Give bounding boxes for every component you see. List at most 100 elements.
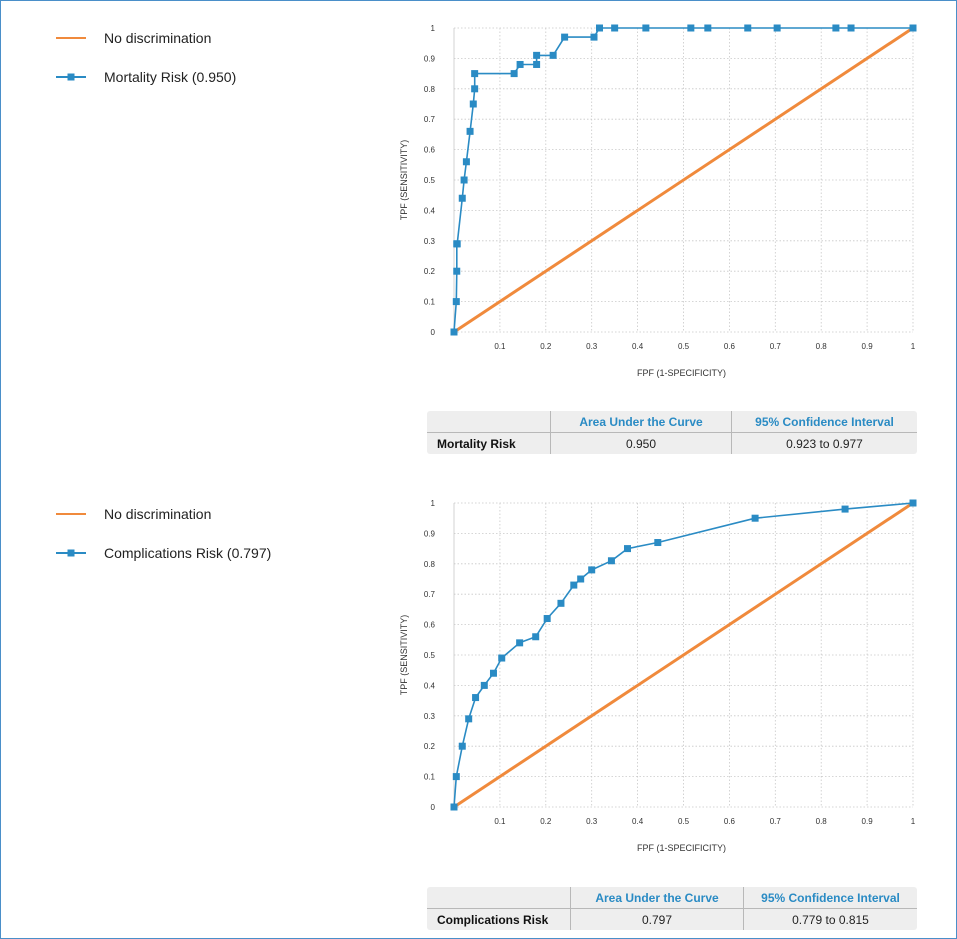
auc-value: 0.797 (570, 908, 744, 930)
legend-label: No discrimination (104, 30, 212, 46)
data-point (543, 615, 551, 623)
legend-label: No discrimination (104, 506, 212, 522)
x-tick-label: 0.7 (770, 342, 782, 351)
x-tick-label: 0.5 (678, 817, 690, 826)
data-point (489, 669, 497, 677)
data-point (832, 24, 840, 32)
data-point (462, 158, 470, 166)
series-line (453, 26, 914, 334)
y-axis-title: TPF (SENSITIVITY) (399, 140, 409, 221)
stats-table-mortality: Area Under the Curve 95% Confidence Inte… (427, 411, 917, 454)
x-tick-label: 0.5 (678, 342, 690, 351)
roc-chart-mortality: 0 0.1 0.2 0.3 0.4 0.5 0.6 0.7 0.8 0.9 1 0.1 0.2 0.3 0.… (399, 24, 917, 378)
x-tick-label: 1 (911, 342, 916, 351)
y-tick-label: 0.6 (424, 621, 436, 630)
data-point (516, 60, 524, 68)
x-tick-label: 0.1 (494, 817, 506, 826)
data-point (458, 194, 466, 202)
x-axis-title: FPF (1-SPECIFICITY) (637, 843, 726, 853)
data-point (452, 773, 460, 781)
y-tick-label: 1 (431, 24, 436, 33)
series-roc-curve (450, 499, 917, 811)
y-tick-label: 0.7 (424, 115, 436, 124)
x-tick-label: 0.9 (862, 342, 874, 351)
series-no-discrimination (453, 26, 914, 334)
x-tick-label: 0.8 (816, 817, 828, 826)
data-point (532, 633, 540, 641)
y-tick-label: 0.1 (424, 773, 436, 782)
auc-header: Area Under the Curve (550, 411, 732, 433)
data-point (744, 24, 752, 32)
x-tick-label: 0.7 (770, 817, 782, 826)
y-tick-label: 0.9 (424, 529, 436, 538)
grid (454, 502, 914, 808)
legend-label: Complications Risk (0.797) (104, 545, 272, 561)
data-point (549, 51, 557, 59)
y-tick-label: 0.5 (424, 651, 436, 660)
ci-header: 95% Confidence Interval (743, 887, 917, 909)
y-tick-label: 0 (431, 803, 436, 812)
y-tick-label: 0.3 (424, 712, 436, 721)
y-tick-label: 0.9 (424, 54, 436, 63)
data-point (570, 581, 578, 589)
x-tick-label: 0.3 (586, 342, 598, 351)
auc-value: 0.950 (550, 432, 732, 454)
x-tick-label: 0.1 (494, 342, 506, 351)
data-point (557, 599, 565, 607)
data-point (607, 557, 615, 565)
legend-line-square-swatch (56, 73, 86, 81)
row-label: Complications Risk (437, 912, 549, 927)
data-point (909, 24, 917, 32)
y-tick-label: 0 (431, 328, 436, 337)
y-tick-label: 0.3 (424, 237, 436, 246)
data-point (458, 742, 466, 750)
x-tick-label: 0.8 (816, 342, 828, 351)
data-point (773, 24, 781, 32)
data-point (480, 681, 488, 689)
y-tick-label: 1 (431, 499, 436, 508)
x-tick-label: 0.4 (632, 342, 644, 351)
x-tick-label: 0.3 (586, 817, 598, 826)
data-point (596, 24, 604, 32)
y-tick-label: 0.4 (424, 206, 436, 215)
data-point (465, 715, 473, 723)
row-label: Mortality Risk (437, 436, 516, 451)
data-point (471, 70, 479, 78)
x-tick-label: 0.4 (632, 817, 644, 826)
y-tick-label: 0.8 (424, 85, 436, 94)
x-tick-label: 0.6 (724, 342, 736, 351)
ci-header: 95% Confidence Interval (731, 411, 917, 433)
legend-line-swatch (56, 513, 86, 515)
data-point (588, 566, 596, 574)
data-point (466, 127, 474, 135)
data-point (687, 24, 695, 32)
data-point (460, 176, 468, 184)
stats-table-complications: Area Under the Curve 95% Confidence Inte… (427, 887, 917, 930)
legend-line-swatch (56, 37, 86, 39)
series-no-discrimination (453, 501, 914, 809)
x-tick-label: 0.9 (862, 817, 874, 826)
data-point (561, 33, 569, 41)
y-tick-label: 0.8 (424, 560, 436, 569)
data-point (472, 694, 480, 702)
y-tick-label: 0.6 (424, 146, 436, 155)
data-point (624, 545, 632, 553)
data-point (847, 24, 855, 32)
data-point (841, 505, 849, 513)
x-tick-label: 1 (911, 817, 916, 826)
y-tick-label: 0.1 (424, 298, 436, 307)
data-point (469, 100, 477, 108)
data-point (909, 499, 917, 507)
y-tick-label: 0.2 (424, 267, 436, 276)
data-point (704, 24, 712, 32)
data-point (751, 514, 759, 522)
legend-line-square-swatch (56, 549, 86, 557)
x-axis-title: FPF (1-SPECIFICITY) (637, 368, 726, 378)
data-point (533, 60, 541, 68)
x-tick-label: 0.2 (540, 817, 552, 826)
legend-label: Mortality Risk (0.950) (104, 69, 237, 85)
data-point (654, 539, 662, 547)
data-point (452, 298, 460, 306)
data-point (471, 85, 479, 93)
data-point (611, 24, 619, 32)
